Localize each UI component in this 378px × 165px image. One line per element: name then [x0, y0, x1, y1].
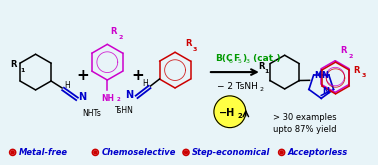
Text: 2: 2: [118, 35, 122, 40]
Text: ): ): [242, 54, 246, 63]
Text: NH: NH: [101, 94, 114, 103]
Text: 2: 2: [260, 87, 264, 92]
Text: Chemoselective: Chemoselective: [101, 148, 176, 157]
Text: +: +: [76, 67, 89, 82]
Text: 3: 3: [193, 47, 197, 52]
Text: N: N: [314, 71, 322, 80]
Circle shape: [184, 151, 187, 154]
Text: (cat.): (cat.): [250, 54, 280, 63]
Text: upto 87% yield: upto 87% yield: [273, 125, 336, 134]
Text: 2: 2: [348, 54, 353, 59]
Text: −H: −H: [219, 108, 235, 118]
Text: H: H: [64, 82, 70, 90]
Text: R: R: [340, 46, 347, 55]
Text: 2: 2: [238, 113, 243, 119]
Text: N: N: [321, 71, 328, 80]
Text: − 2 TsNH: − 2 TsNH: [217, 82, 258, 91]
Text: > 30 examples: > 30 examples: [273, 113, 336, 122]
Text: R: R: [110, 27, 117, 36]
Text: 3: 3: [361, 73, 366, 78]
Text: H: H: [142, 80, 147, 88]
Text: R: R: [185, 39, 192, 48]
Text: NHTs: NHTs: [82, 109, 101, 118]
Circle shape: [11, 151, 14, 154]
Text: 2: 2: [116, 97, 120, 102]
Text: Metal-free: Metal-free: [19, 148, 68, 157]
Text: N: N: [78, 92, 86, 102]
Circle shape: [280, 151, 283, 154]
Text: N: N: [125, 90, 133, 100]
Text: Step-economical: Step-economical: [192, 148, 270, 157]
Text: 6: 6: [229, 59, 233, 64]
Text: R: R: [10, 60, 17, 69]
Text: TsHN: TsHN: [115, 106, 133, 115]
Text: R: R: [353, 66, 360, 75]
Text: N: N: [322, 87, 329, 96]
Text: 5: 5: [238, 59, 242, 64]
Text: 1: 1: [264, 69, 269, 74]
Text: B(C: B(C: [215, 54, 232, 63]
Text: +: +: [132, 67, 144, 82]
Text: R: R: [258, 62, 265, 71]
Circle shape: [214, 96, 246, 128]
Text: Acceptorless: Acceptorless: [288, 148, 348, 157]
Text: F: F: [233, 54, 239, 63]
Text: 3: 3: [246, 59, 250, 64]
Circle shape: [94, 151, 97, 154]
Text: 1: 1: [21, 68, 25, 73]
